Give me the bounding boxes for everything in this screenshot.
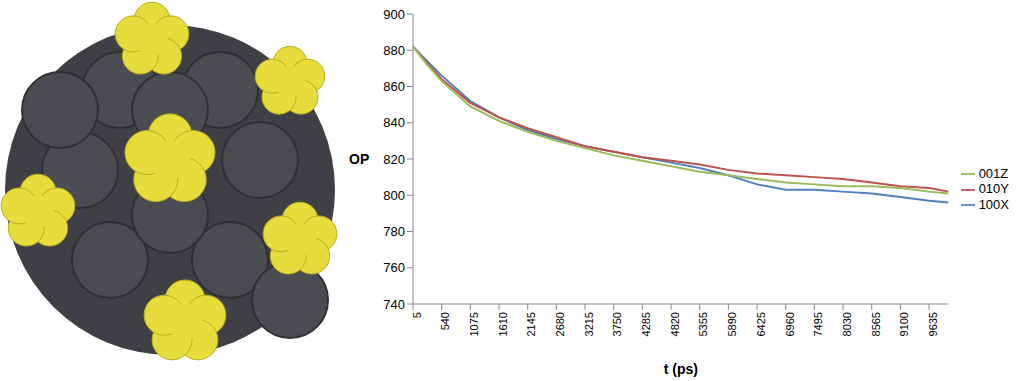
html-text:010Y: 010Y: [978, 181, 1009, 197]
svg-text:9100: 9100: [898, 312, 910, 336]
svg-text:900: 900: [383, 7, 405, 22]
svg-text:OP: OP: [349, 151, 369, 167]
svg-text:3750: 3750: [612, 312, 624, 336]
svg-text:800: 800: [383, 188, 405, 203]
svg-text:2145: 2145: [525, 312, 537, 336]
svg-text:6960: 6960: [784, 312, 796, 336]
svg-text:8565: 8565: [870, 312, 882, 336]
html-text:001Z: 001Z: [978, 165, 1009, 181]
svg-text:7495: 7495: [812, 312, 824, 336]
svg-text:t (ps): t (ps): [664, 361, 698, 377]
svg-text:840: 840: [383, 115, 405, 130]
svg-text:760: 760: [383, 260, 405, 275]
svg-text:540: 540: [439, 312, 451, 330]
svg-text:780: 780: [383, 224, 405, 239]
svg-text:1610: 1610: [497, 312, 509, 336]
svg-text:3215: 3215: [583, 312, 595, 336]
svg-text:6425: 6425: [755, 312, 767, 336]
svg-text:5355: 5355: [698, 312, 710, 336]
svg-text:1075: 1075: [468, 312, 480, 336]
svg-text:8030: 8030: [841, 312, 853, 336]
svg-text:4820: 4820: [669, 312, 681, 336]
html-text:100X: 100X: [978, 196, 1009, 212]
svg-text:740: 740: [383, 297, 405, 312]
svg-text:5890: 5890: [726, 312, 738, 336]
svg-text:9635: 9635: [927, 312, 939, 336]
svg-text:860: 860: [383, 79, 405, 94]
svg-text:880: 880: [383, 43, 405, 58]
svg-text:5: 5: [411, 312, 423, 318]
svg-text:820: 820: [383, 152, 405, 167]
svg-text:2680: 2680: [554, 312, 566, 336]
svg-text:4285: 4285: [640, 312, 652, 336]
